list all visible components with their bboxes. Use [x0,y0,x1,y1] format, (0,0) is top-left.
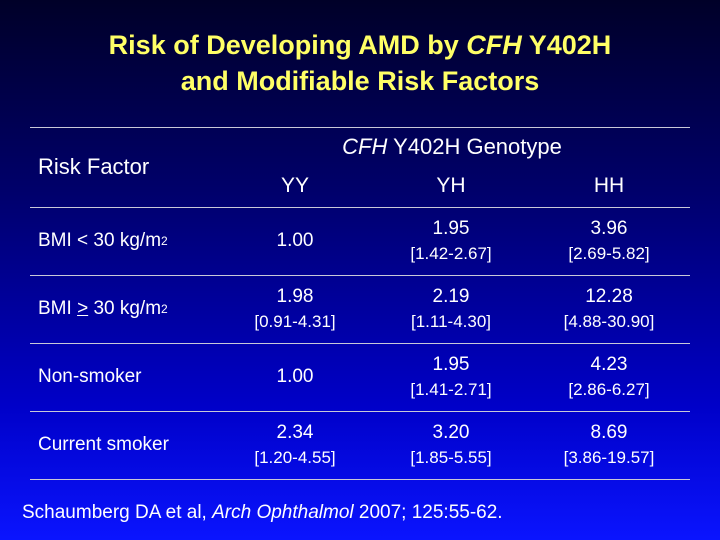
table-cell: 1.95 [1.41-2.71] [371,343,531,411]
row-label: BMI > 30 kg/m 2 [38,275,168,343]
table-cell: 3.96 [2.69-5.82] [529,207,689,275]
cell-value: 2.34 [276,422,314,443]
column-header: YH [436,174,466,197]
title-line: and Modifiable Risk Factors [180,66,540,96]
label-text: Non-smoker [38,366,142,387]
cell-value: 4.23 [590,354,628,375]
table-row: BMI < 30 kg/m 2 1.00 1.95 [1.42-2.67] 3.96 [2.… [0,207,720,276]
rule [30,207,690,208]
cell-ci: [3.86-19.57] [563,448,655,467]
label-superscript: 2 [161,234,168,248]
citation-authors: Schaumberg DA et al, [22,502,207,523]
table-cell: 2.19 [1.11-4.30] [371,275,531,343]
cell-value: 12.28 [585,286,633,307]
group-header: CFH Y402H Genotype [222,134,682,160]
cell-value: 8.69 [590,422,628,443]
cell-value: 1.95 [432,354,470,375]
table-cell: 4.23 [2.86-6.27] [529,343,689,411]
cell-ci: [1.20-4.55] [254,448,336,467]
table-cell: 1.98 [0.91-4.31] [215,275,375,343]
citation: Schaumberg DA et al, Arch Ophthalmol 200… [22,502,503,524]
cell-value: 3.96 [590,218,628,239]
label-symbol: > [77,298,89,319]
table-cell: 12.28 [4.88-30.90] [529,275,689,343]
table-row: BMI > 30 kg/m 2 1.98 [0.91-4.31] 2.19 [1.11-4… [0,275,720,344]
label-superscript: 2 [161,302,168,316]
cell-ci: [0.91-4.31] [254,312,336,331]
citation-journal: Arch Ophthalmol [212,502,354,523]
label-text: BMI < 30 kg/m [38,230,162,251]
label-text: BMI [38,298,78,319]
cell-ci: [1.41-2.71] [410,380,492,399]
row-label: Current smoker [38,411,169,479]
group-text: Y402H Genotype [393,134,562,159]
row-label: BMI < 30 kg/m 2 [38,207,168,275]
title-text: Y402H [528,30,612,60]
gene-name: CFH [466,30,522,60]
table-cell: 1.00 [215,343,375,411]
table-cell: 3.20 [1.85-5.55] [371,411,531,479]
row-label: Non-smoker [38,343,141,411]
table-cell: 1.95 [1.42-2.67] [371,207,531,275]
cell-value: 1.98 [276,286,314,307]
table-cell: 1.00 [215,207,375,275]
table-cell: 2.34 [1.20-4.55] [215,411,375,479]
table-row: Current smoker 2.34 [1.20-4.55] 3.20 [1.85-5… [0,411,720,479]
rule [30,411,690,412]
gene-name: CFH [342,134,388,159]
cell-value: 3.20 [432,422,470,443]
rule [30,275,690,276]
title-line: Risk of Developing AMD by CFH Y402H [0,30,720,61]
cell-ci: [4.88-30.90] [563,312,655,331]
label-text: Current smoker [38,434,169,455]
cell-value: 1.00 [276,366,314,387]
label-text: 30 kg/m [88,298,162,319]
rule [30,343,690,344]
table-row: Non-smoker 1.00 1.95 [1.41-2.71] 4.23 [2.86-6… [0,343,720,412]
cell-ci: [1.85-5.55] [410,448,492,467]
cell-ci: [1.42-2.67] [410,244,492,263]
table-cell: 8.69 [3.86-19.57] [529,411,689,479]
cell-ci: [1.11-4.30] [410,312,492,331]
citation-details: 2007; 125:55-62. [358,502,503,523]
cell-value: 1.00 [276,230,314,251]
cell-ci: [2.69-5.82] [568,244,650,263]
cell-ci: [2.86-6.27] [568,380,650,399]
column-header: YY [280,174,309,197]
column-header: HH [593,174,625,197]
title-text: Risk of Developing AMD by [108,30,459,60]
cell-value: 1.95 [432,218,470,239]
rule [30,479,690,480]
column-header: Risk Factor [38,154,150,179]
rule [30,127,690,128]
cell-value: 2.19 [432,286,470,307]
